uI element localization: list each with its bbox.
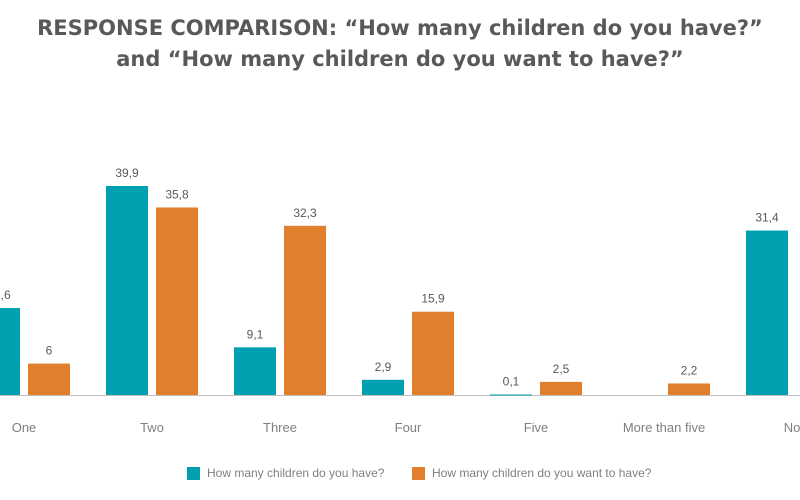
x-tick-label: More than five [623,420,705,435]
legend-label-have: How many children do you have? [207,466,385,480]
legend-item-have: How many children do you have? [187,466,384,480]
data-label: 31,4 [755,211,779,225]
data-label: 9,1 [247,327,264,341]
x-tick-label: No [784,420,800,435]
chart-title-line2: and “How many children do you want to ha… [116,47,684,71]
data-label: 2,9 [375,360,392,374]
x-tick-label: Four [395,420,422,435]
bar-have [490,394,532,396]
data-label: 2,5 [553,362,570,376]
legend: How many children do you have? How many … [0,466,800,486]
data-label: 39,9 [115,166,139,180]
data-label: 0,1 [503,374,520,388]
data-label: 15,9 [421,292,445,306]
bar-have [746,230,788,395]
data-label: 2,2 [681,363,698,377]
bar-want [412,311,454,395]
bar-have [106,186,148,395]
bar-have [0,308,20,395]
bar-want [668,383,710,395]
legend-label-want: How many children do you want to have? [432,466,652,480]
x-tick-label: Three [263,420,297,435]
legend-swatch-have [187,466,200,480]
bar-have [234,347,276,395]
bar-want [284,225,326,395]
bar-want [28,363,70,395]
data-label: 35,8 [165,187,189,201]
data-label: 6 [46,344,53,358]
data-label: 32,3 [293,206,317,220]
bar-have [362,379,404,395]
data-label: 16,6 [0,288,11,302]
x-tick-label: Two [140,420,164,435]
x-tick-label: Five [524,420,549,435]
bar-want [156,207,198,395]
legend-swatch-want [412,466,425,480]
chart-title-line1: RESPONSE COMPARISON: “How many children … [37,16,763,40]
x-tick-label: One [12,420,37,435]
legend-item-want: How many children do you want to have? [412,466,651,480]
bar-want [540,381,582,395]
